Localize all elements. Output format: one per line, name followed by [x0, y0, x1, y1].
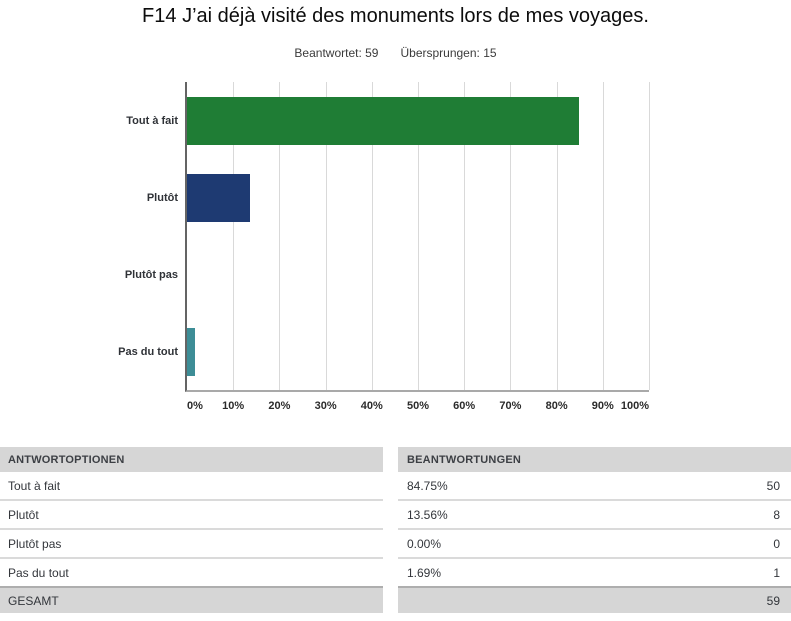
- percent-value: 84.75%: [407, 478, 448, 493]
- table-header-row: ANTWORTOPTIONEN BEANTWORTUNGEN: [0, 447, 791, 472]
- gridline: [510, 82, 512, 390]
- gridline: [464, 82, 466, 390]
- gridline: [371, 82, 373, 390]
- x-axis-tick-labels: 0% 10% 20% 30% 40% 50% 60% 70% 80% 90% 100%: [187, 400, 649, 414]
- gridlines: [187, 82, 650, 390]
- category-label: Tout à fait: [126, 114, 178, 127]
- percent-value: 13.56%: [407, 507, 448, 522]
- bar: [187, 173, 250, 222]
- answered-count: Beantwortet: 59: [294, 46, 379, 60]
- count-value: 50: [766, 478, 780, 493]
- header-option-column: ANTWORTOPTIONEN: [0, 447, 383, 472]
- table-row: Pas du tout 1.69% 1: [0, 559, 791, 588]
- gridline: [233, 82, 235, 390]
- tick-label: 60%: [453, 400, 476, 412]
- header-responses-column: BEANTWORTUNGEN: [398, 447, 791, 472]
- chart-row: Plutôt pas: [125, 236, 649, 313]
- chart-row: Pas du tout: [118, 313, 649, 390]
- tick-label: 0%: [187, 400, 203, 412]
- gridline: [279, 82, 281, 390]
- tick-label: 40%: [360, 400, 383, 412]
- option-cell: Pas du tout: [0, 559, 383, 588]
- chart-row: Plutôt: [147, 159, 649, 236]
- tick-label: 20%: [268, 400, 291, 412]
- results-table: ANTWORTOPTIONEN BEANTWORTUNGEN Tout à fa…: [0, 447, 791, 613]
- gridline: [649, 82, 650, 390]
- category-label: Plutôt pas: [124, 268, 178, 281]
- tick-label: 70%: [499, 400, 522, 412]
- column-gap: [383, 501, 398, 530]
- page-title: F14 J’ai déjà visité des monuments lors …: [142, 5, 649, 27]
- column-gap: [383, 530, 398, 559]
- bars-container: Tout à fait Plutôt Plutôt pas Pas du tout: [118, 82, 649, 390]
- bar: [187, 96, 579, 145]
- total-count: 59: [398, 588, 791, 613]
- chart-row: Tout à fait: [126, 82, 649, 159]
- table-body: Tout à fait 84.75% 50 Plutôt 13.56% 8 Plutôt p…: [0, 472, 791, 588]
- table-row: Plutôt 13.56% 8: [0, 501, 791, 530]
- option-cell: Plutôt: [0, 501, 383, 530]
- count-value: 8: [773, 507, 780, 522]
- response-stats: Beantwortet: 59 Übersprungen: 15: [0, 46, 791, 60]
- skipped-count: Übersprungen: 15: [400, 46, 497, 60]
- percent-value: 1.69%: [407, 565, 442, 580]
- responses-cell: 84.75% 50: [398, 472, 791, 501]
- total-row: GESAMT 59: [0, 588, 791, 613]
- total-label: GESAMT: [0, 588, 383, 613]
- table-row: Plutôt pas 0.00% 0: [0, 530, 791, 559]
- gridline: [418, 82, 419, 390]
- column-gap: [383, 588, 398, 613]
- responses-cell: 1.69% 1: [398, 559, 791, 588]
- count-value: 1: [773, 565, 780, 580]
- gridline: [556, 82, 558, 390]
- category-label: Pas du tout: [118, 345, 178, 358]
- option-cell: Tout à fait: [0, 472, 383, 501]
- category-label: Plutôt: [146, 191, 178, 204]
- bar-chart-plot-area: Tout à fait Plutôt Plutôt pas Pas du tout 0…: [118, 82, 650, 412]
- bar: [187, 327, 195, 376]
- responses-cell: 13.56% 8: [398, 501, 791, 530]
- column-gap: [383, 472, 398, 501]
- gridline: [325, 82, 327, 390]
- column-gap: [383, 559, 398, 588]
- tick-label: 90%: [591, 400, 614, 412]
- gridline: [602, 82, 604, 390]
- tick-label: 100%: [620, 400, 649, 412]
- percent-value: 0.00%: [407, 536, 442, 551]
- tick-label: 50%: [406, 400, 430, 412]
- tick-label: 10%: [222, 400, 245, 412]
- table-row: Tout à fait 84.75% 50: [0, 472, 791, 501]
- responses-cell: 0.00% 0: [398, 530, 791, 559]
- option-cell: Plutôt pas: [0, 530, 383, 559]
- tick-label: 30%: [314, 400, 337, 412]
- column-gap: [383, 447, 398, 472]
- tick-label: 80%: [545, 400, 568, 412]
- count-value: 0: [773, 536, 780, 551]
